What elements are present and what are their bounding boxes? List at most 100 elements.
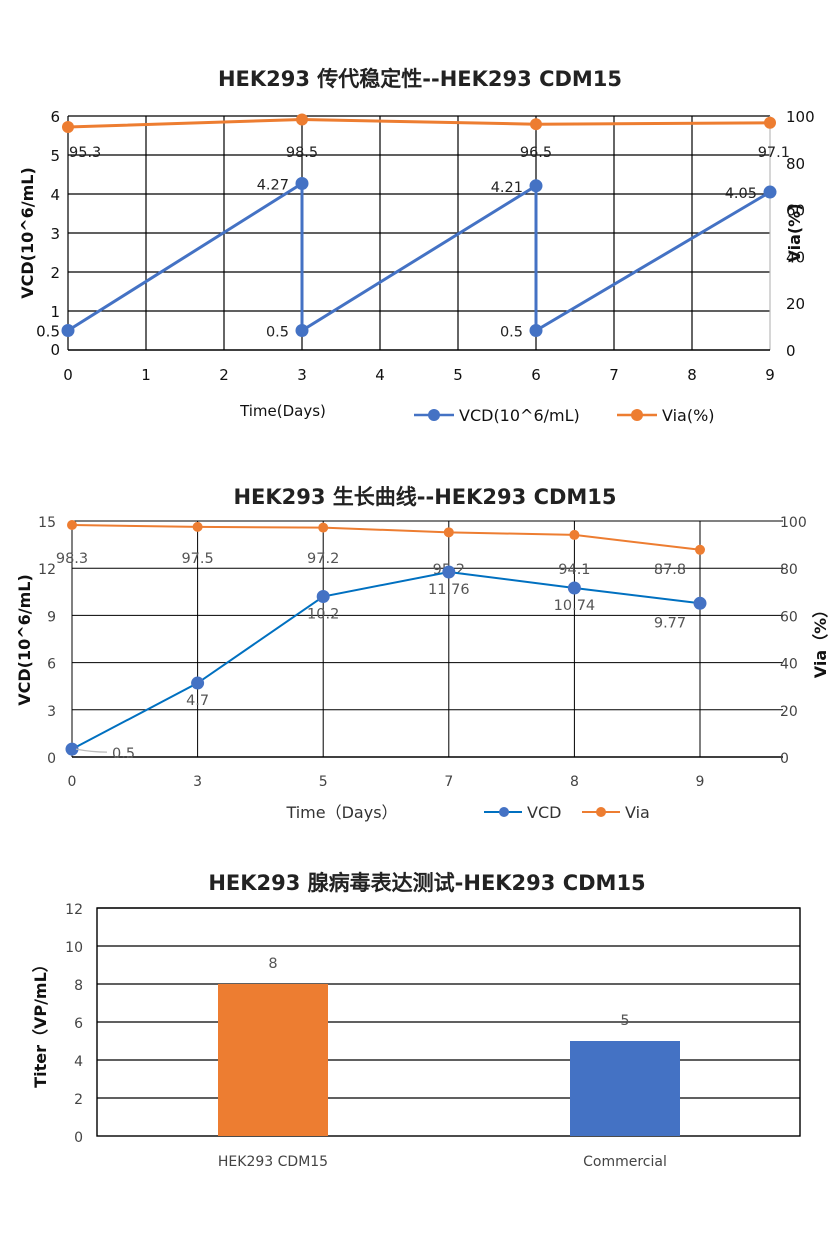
gridlines — [96, 907, 801, 1137]
legend-label: VCD — [527, 803, 561, 822]
y-tick-label: 12 — [38, 562, 56, 578]
growth-curve-chart-svg: HEK293 生长曲线--HEK293 CDM15 0 3 6 9 12 15 0 20 40 6… — [15, 485, 830, 822]
via-data-point[interactable] — [443, 527, 454, 538]
y2-tick-label: 40 — [786, 248, 805, 266]
vcd-data-point[interactable] — [763, 185, 777, 199]
y-tick-label: 5 — [50, 147, 60, 165]
legend-item-via[interactable]: Via — [582, 803, 650, 822]
vcd-data-label: 4.21 — [491, 180, 523, 196]
vcd-data-label: 0.5 — [500, 325, 523, 341]
vcd-data-point[interactable] — [295, 176, 309, 190]
vcd-data-point[interactable] — [191, 676, 205, 690]
via-data-label: 98.5 — [286, 145, 318, 161]
y2-tick-label: 0 — [780, 751, 789, 767]
vcd-data-point[interactable] — [567, 581, 581, 595]
via-data-point[interactable] — [530, 118, 542, 131]
bars: 85 — [218, 956, 680, 1136]
via-data-label: 97.2 — [307, 551, 339, 567]
x-tick-label: 4 — [375, 366, 385, 384]
adenovirus-expression-chart-svg: HEK293 腺病毒表达测试-HEK293 CDM15 85 024681012… — [31, 871, 801, 1170]
y-tick-label: 9 — [47, 609, 56, 625]
data-series: 95.3 98.5 96.5 97.1 4.27 0.5 4.21 0.5 4.05 — [61, 113, 790, 341]
y-tick-label: 8 — [74, 978, 83, 994]
vcd-data-label: 10.2 — [307, 607, 339, 623]
legend: VCD(10^6/mL) Via(%) — [414, 406, 715, 425]
legend-marker-icon — [428, 409, 440, 421]
chart-title: HEK293 传代稳定性--HEK293 CDM15 — [218, 67, 622, 91]
x-category-label: Commercial — [583, 1154, 667, 1170]
y-tick-label: 1 — [50, 303, 60, 321]
x-tick-label: 8 — [687, 366, 697, 384]
vcd-data-point[interactable] — [442, 565, 456, 579]
vcd-data-point[interactable] — [529, 324, 543, 337]
y-tick-label: 2 — [50, 264, 60, 282]
y-axis-label: VCD(10^6/mL) — [15, 574, 34, 706]
y-tick-label: 6 — [50, 108, 60, 126]
passage-stability-chart-svg: HEK293 传代稳定性--HEK293 CDM15 00.5123456020… — [18, 67, 815, 425]
y2-axis-label: Via（%） — [811, 602, 830, 678]
bar-commercial[interactable] — [570, 1041, 680, 1136]
via-data-label: 96.5 — [520, 145, 552, 161]
x-tick-label: 9 — [696, 774, 705, 790]
vcd-data-point[interactable] — [61, 324, 75, 337]
via-data-point[interactable] — [318, 522, 329, 533]
x-tick-label: 0 — [68, 774, 77, 790]
x-axis-label: Time（Days） — [285, 803, 397, 822]
x-tick-label: 5 — [453, 366, 463, 384]
axis-ticks: 0 2 4 6 8 10 12 HEK293 CDM15 Commercial — [65, 902, 667, 1170]
via-data-label: 97.1 — [758, 145, 790, 161]
y2-tick-label: 100 — [780, 515, 807, 531]
y2-tick-label: 80 — [786, 155, 805, 173]
via-data-point[interactable] — [695, 544, 705, 555]
y-tick-label: 0 — [50, 341, 60, 359]
y2-tick-label: 20 — [786, 295, 805, 313]
bar-hek293-cdm15[interactable] — [218, 984, 328, 1136]
leader-line — [75, 748, 108, 753]
vcd-data-label: 10.74 — [554, 598, 596, 614]
legend-marker-icon — [499, 807, 509, 817]
y-tick-label: 3 — [47, 704, 56, 720]
x-tick-label: 7 — [444, 774, 453, 790]
y-tick-label: 0.5 — [36, 323, 60, 341]
y-tick-label: 12 — [65, 902, 83, 918]
via-data-point[interactable] — [764, 116, 776, 129]
vcd-data-point[interactable] — [316, 590, 330, 604]
x-tick-label: 5 — [319, 774, 328, 790]
axis-ticks: 0 3 6 9 12 15 0 20 40 60 80 100 0 3 5 7 8 9 — [38, 515, 807, 790]
x-axis-label: Time(Days) — [239, 402, 326, 420]
y2-tick-label: 60 — [786, 202, 805, 220]
y-tick-label: 2 — [74, 1092, 83, 1108]
vcd-data-label: 9.77 — [654, 615, 686, 631]
y2-tick-label: 20 — [780, 704, 798, 720]
y2-tick-label: 100 — [786, 108, 815, 126]
x-tick-label: 9 — [765, 366, 775, 384]
legend-item-vcd[interactable]: VCD — [484, 803, 561, 822]
vcd-data-point[interactable] — [693, 596, 707, 610]
vcd-data-label: 0.5 — [112, 746, 135, 762]
via-data-point[interactable] — [192, 521, 203, 532]
legend-label: Via — [625, 803, 650, 822]
vcd-data-point[interactable] — [295, 324, 309, 337]
via-data-point[interactable] — [67, 520, 77, 531]
legend-marker-icon — [631, 409, 643, 421]
vcd-data-label: 4.27 — [257, 177, 289, 193]
via-data-point[interactable] — [569, 529, 580, 540]
y-tick-label: 4 — [74, 1054, 83, 1070]
y-tick-label: 0 — [47, 751, 56, 767]
via-data-point[interactable] — [296, 113, 308, 126]
legend-item-vcd[interactable]: VCD(10^6/mL) — [414, 406, 580, 425]
y-tick-label: 6 — [47, 657, 56, 673]
y2-tick-label: 60 — [780, 609, 798, 625]
x-tick-label: 3 — [193, 774, 202, 790]
legend-item-via[interactable]: Via(%) — [617, 406, 715, 425]
x-category-label: HEK293 CDM15 — [218, 1154, 328, 1170]
vcd-data-point[interactable] — [65, 742, 79, 756]
y-tick-label: 15 — [38, 515, 56, 531]
y-axis-label: VCD(10^6/mL) — [18, 167, 37, 299]
via-data-point[interactable] — [62, 120, 74, 133]
y-tick-label: 3 — [50, 225, 60, 243]
vcd-data-point[interactable] — [529, 179, 543, 193]
plot-frame — [96, 907, 801, 1137]
via-data-label: 98.3 — [56, 551, 88, 567]
